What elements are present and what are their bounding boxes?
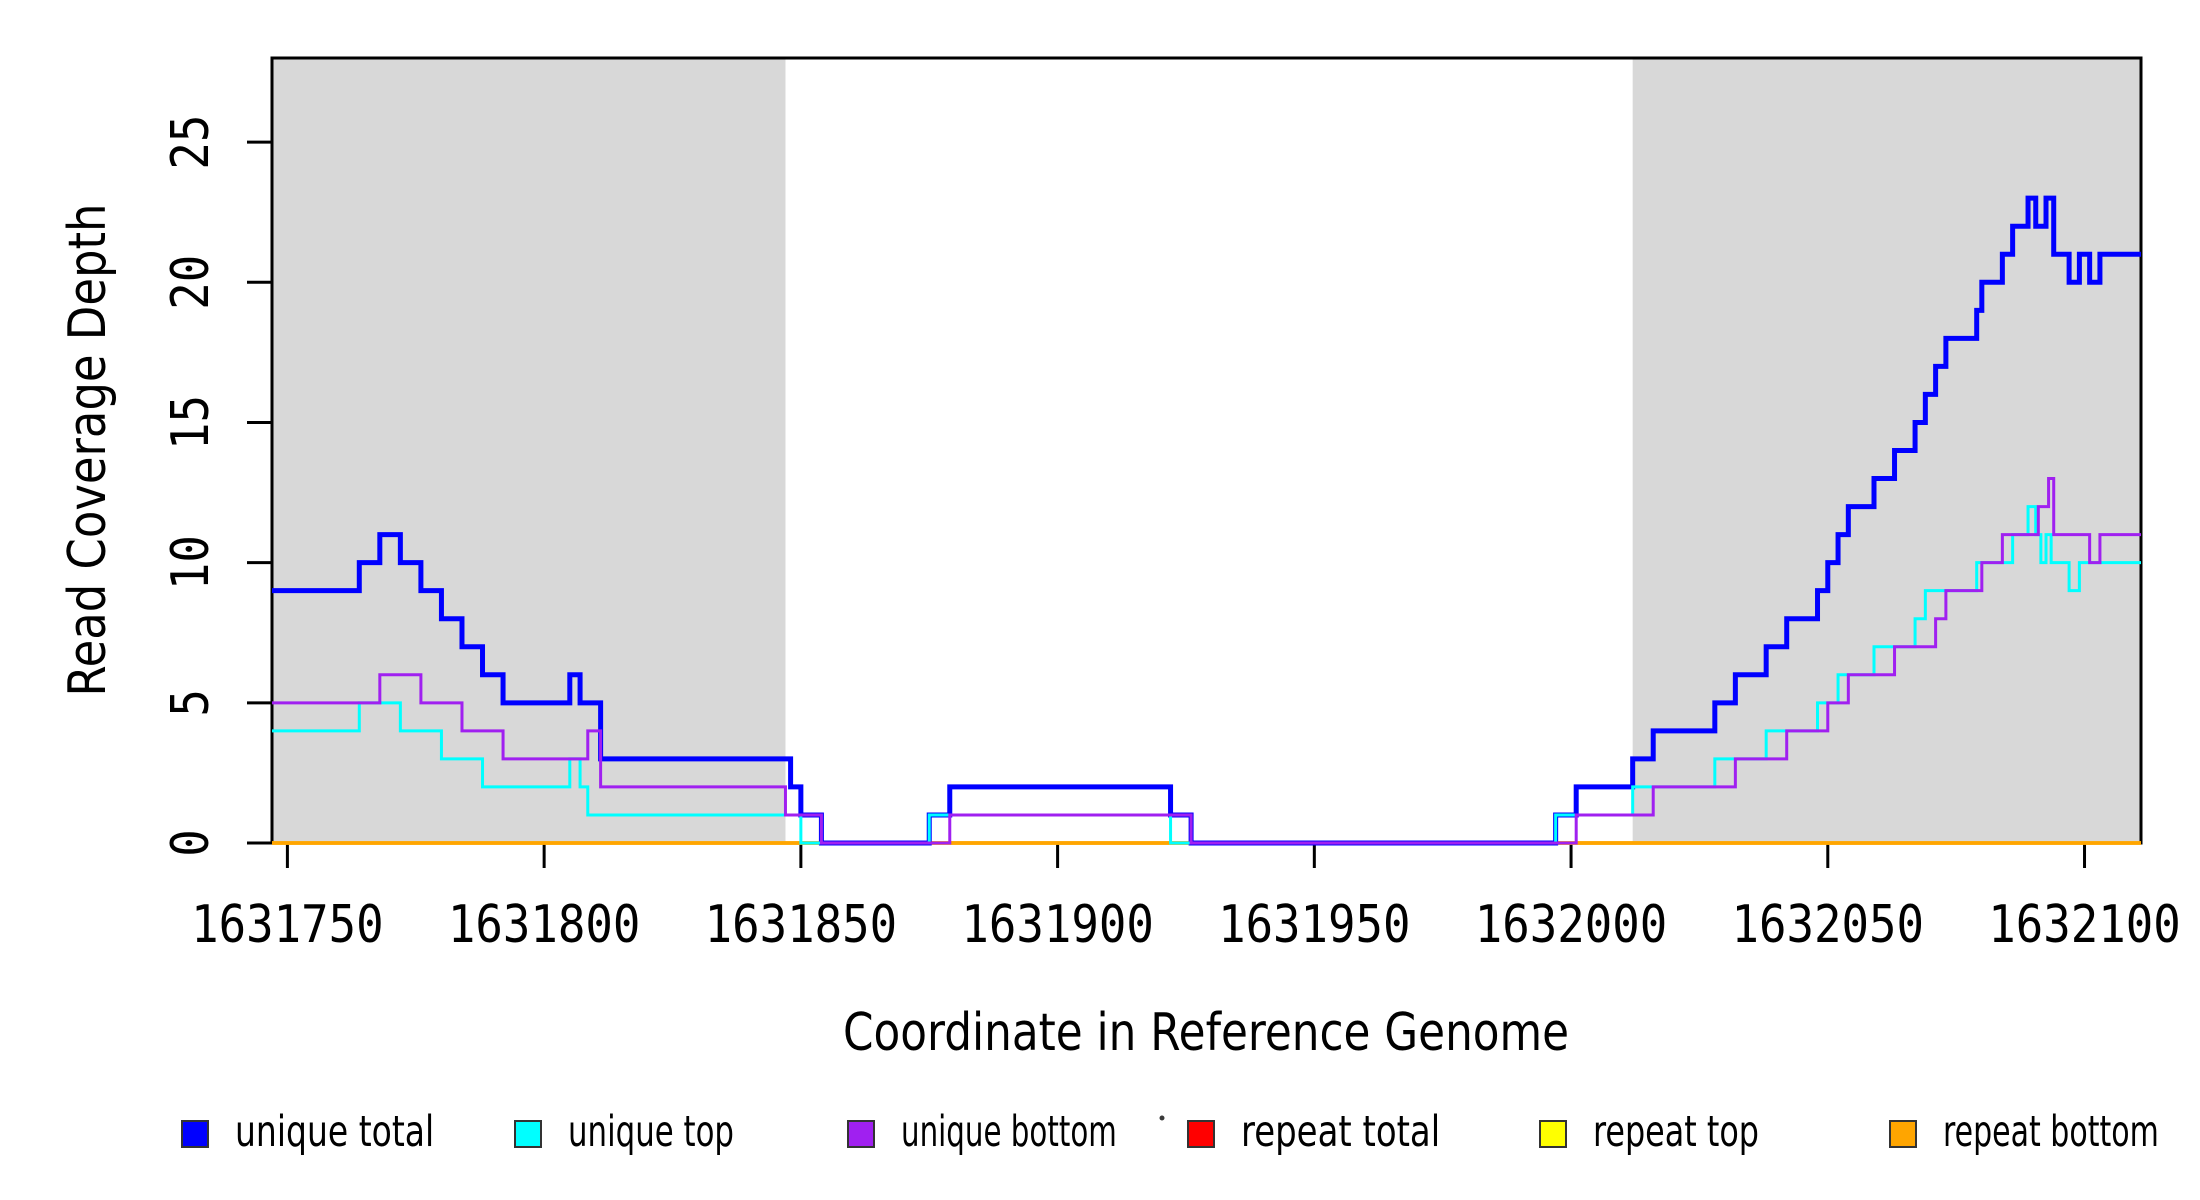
- x-tick-label: 1632000: [1475, 895, 1668, 955]
- masked-regions: [272, 58, 2141, 843]
- y-tick-label: 25: [161, 115, 221, 170]
- repeat-bottom-swatch: [1889, 1120, 1917, 1148]
- legend-item-unique-bottom: unique bottom: [847, 1107, 1117, 1157]
- legend: unique total unique top unique bottom repea…: [181, 1107, 2159, 1157]
- legend-item-unique-total: unique total: [181, 1107, 434, 1157]
- y-tick-label: 0: [161, 829, 221, 857]
- axis-ticks: 1631750 1631800 1631850 1631900 1631950 16320…: [161, 115, 2181, 955]
- x-tick-label: 1631750: [191, 895, 384, 955]
- x-tick-label: 1631850: [705, 895, 898, 955]
- legend-label: unique total: [235, 1107, 434, 1157]
- legend-label: repeat total: [1241, 1107, 1440, 1157]
- unique-bottom-swatch: [847, 1120, 875, 1148]
- legend-item-unique-top: unique top: [514, 1107, 734, 1157]
- x-axis-title: Coordinate in Reference Genome: [843, 1003, 1569, 1063]
- line-unique-bottom: [272, 477, 2141, 845]
- x-tick-label: 1632100: [1988, 895, 2181, 955]
- x-tick-label: 1632050: [1732, 895, 1925, 955]
- legend-label: unique top: [568, 1107, 734, 1157]
- legend-label: repeat bottom: [1943, 1107, 2159, 1157]
- shaded-region-1: [272, 58, 786, 843]
- unique-total-swatch: [181, 1120, 209, 1148]
- x-tick-label: 1631800: [448, 895, 641, 955]
- stray-mark: [1159, 1115, 1165, 1121]
- repeat-top-swatch: [1539, 1120, 1567, 1148]
- series-lines: [272, 195, 2141, 846]
- y-tick-label: 15: [161, 395, 221, 450]
- y-axis-title: Read Coverage Depth: [58, 204, 118, 697]
- legend-label: unique bottom: [901, 1107, 1117, 1157]
- y-tick-label: 5: [161, 689, 221, 717]
- y-tick-label: 10: [161, 535, 221, 590]
- repeat-total-swatch: [1187, 1120, 1215, 1148]
- legend-item-repeat-bottom: repeat bottom: [1889, 1107, 2159, 1157]
- legend-item-repeat-total: repeat total: [1187, 1107, 1440, 1157]
- unique-top-swatch: [514, 1120, 542, 1148]
- line-unique-total: [272, 195, 2141, 846]
- y-tick-label: 20: [161, 255, 221, 310]
- legend-item-repeat-top: repeat top: [1539, 1107, 1759, 1157]
- x-tick-label: 1631950: [1218, 895, 1411, 955]
- x-tick-label: 1631900: [961, 895, 1154, 955]
- legend-label: repeat top: [1593, 1107, 1759, 1157]
- shaded-region-2: [1632, 58, 2141, 843]
